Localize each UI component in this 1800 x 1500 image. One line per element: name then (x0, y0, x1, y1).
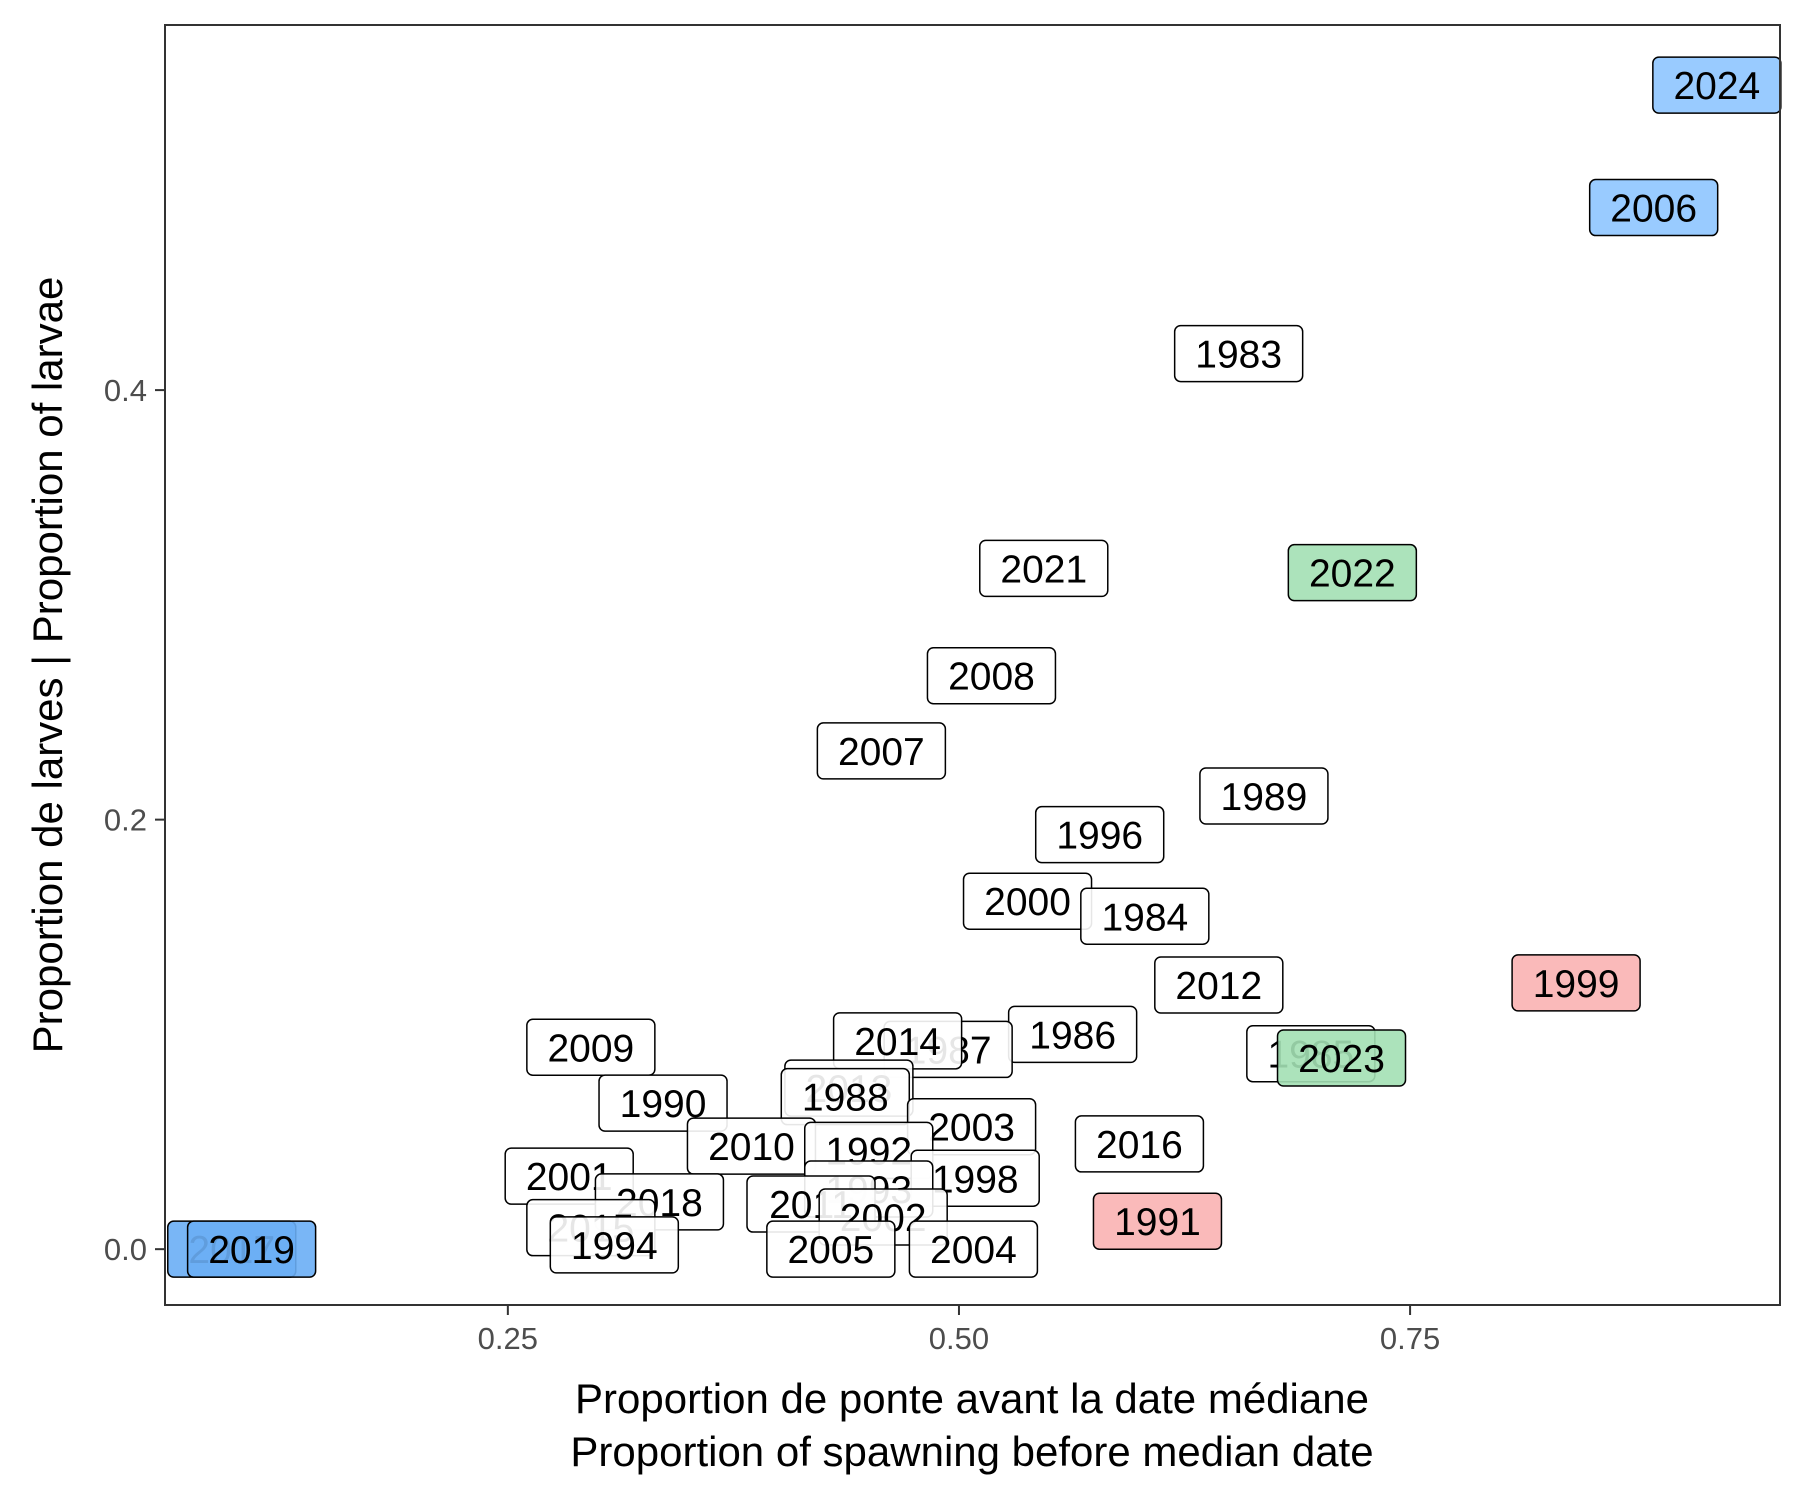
label-text: 1999 (1533, 963, 1620, 1006)
label-text: 2014 (854, 1021, 941, 1064)
x-axis-title-fr: Proportion de ponte avant la date médian… (575, 1375, 1369, 1422)
point-label-1990: 1990 (598, 1074, 728, 1132)
label-box (926, 646, 1057, 705)
point-labels: 2024 2006 1983 2022 2021 2008 2007 1989 1996 2000… (167, 56, 1782, 1278)
label-text: 2019 (208, 1229, 295, 1272)
y-axis: 0.0 0.2 0.4 (104, 373, 165, 1267)
label-text: 2016 (1096, 1124, 1183, 1167)
label-text: 1983 (1195, 334, 1282, 377)
label-text: 2000 (984, 881, 1071, 924)
x-tick-label: 0.75 (1380, 1321, 1440, 1356)
label-box (1092, 1192, 1223, 1250)
label-text: 2003 (928, 1107, 1015, 1150)
label-text: 2024 (1673, 65, 1760, 108)
point-label-2007: 2007 (816, 722, 947, 780)
point-label-1986: 1986 (1007, 1005, 1138, 1064)
label-box (979, 539, 1109, 598)
label-text: 1989 (1221, 776, 1308, 819)
label-box (1276, 1029, 1407, 1087)
point-label-2004: 2004 (908, 1220, 1039, 1278)
point-label-1989: 1989 (1199, 767, 1329, 825)
label-box (598, 1074, 728, 1132)
point-label-2014: 2014 (832, 1012, 963, 1070)
label-box (1199, 767, 1329, 825)
x-tick-label: 0.25 (478, 1321, 538, 1356)
label-box (1287, 543, 1418, 602)
label-text: 2007 (838, 731, 925, 774)
point-label-1988: 1988 (780, 1067, 911, 1126)
label-text: 2012 (1175, 965, 1262, 1008)
point-label-2024: 2024 (1652, 56, 1782, 114)
label-text: 2010 (708, 1126, 795, 1169)
label-text: 2004 (930, 1229, 1017, 1272)
label-text: 2009 (547, 1027, 634, 1070)
point-label-2008: 2008 (926, 646, 1057, 705)
label-box (1074, 1115, 1205, 1173)
label-text: 2021 (1000, 548, 1087, 591)
label-box (1034, 805, 1165, 864)
label-text: 1986 (1029, 1014, 1116, 1057)
label-box (816, 722, 947, 780)
label-text: 1984 (1101, 896, 1188, 939)
label-box (1080, 887, 1210, 946)
point-label-2000: 2000 (962, 872, 1093, 930)
label-box (1588, 178, 1719, 237)
label-text: 1988 (802, 1077, 889, 1120)
label-box (549, 1216, 680, 1274)
x-tick-label: 0.50 (929, 1321, 989, 1356)
point-label-2009: 2009 (526, 1018, 656, 1077)
label-box (1173, 324, 1304, 383)
y-tick-label: 0.2 (104, 803, 147, 838)
point-label-2021: 2021 (979, 539, 1109, 598)
label-text: 2008 (948, 656, 1035, 699)
label-box (908, 1220, 1039, 1278)
label-text: 1991 (1114, 1201, 1201, 1244)
point-label-2022: 2022 (1287, 543, 1418, 602)
y-axis-title: Proportion de larves | Proportion of lar… (24, 277, 71, 1054)
label-box (1154, 956, 1284, 1014)
point-label-1991: 1991 (1092, 1192, 1223, 1250)
point-label-1999: 1999 (1511, 954, 1641, 1012)
point-label-2023: 2023 (1276, 1029, 1407, 1087)
point-label-2006: 2006 (1588, 178, 1719, 237)
x-axis-title-en: Proportion of spawning before median dat… (570, 1428, 1373, 1475)
point-label-2016: 2016 (1074, 1115, 1205, 1173)
point-label-2019: 2019 (186, 1220, 317, 1278)
label-box (766, 1220, 896, 1278)
point-label-2010: 2010 (686, 1117, 817, 1175)
label-text: 2006 (1610, 188, 1697, 231)
x-axis: 0.25 0.50 0.75 (478, 1305, 1440, 1356)
point-label-2012: 2012 (1154, 956, 1284, 1014)
label-box (186, 1220, 317, 1278)
y-tick-label: 0.0 (104, 1232, 147, 1267)
y-tick-label: 0.4 (104, 373, 147, 408)
label-text: 2022 (1309, 553, 1396, 596)
label-text: 1994 (571, 1225, 658, 1268)
label-text: 2023 (1298, 1038, 1385, 1081)
point-label-1996: 1996 (1034, 805, 1165, 864)
point-label-1994: 1994 (549, 1216, 680, 1274)
label-box (526, 1018, 656, 1077)
point-label-1983: 1983 (1173, 324, 1304, 383)
panel-border (164, 24, 1781, 1306)
label-text: 1996 (1056, 815, 1143, 858)
point-label-2005: 2005 (766, 1220, 896, 1278)
point-label-1984: 1984 (1080, 887, 1210, 946)
label-box (1511, 954, 1641, 1012)
label-text: 2005 (787, 1229, 874, 1272)
